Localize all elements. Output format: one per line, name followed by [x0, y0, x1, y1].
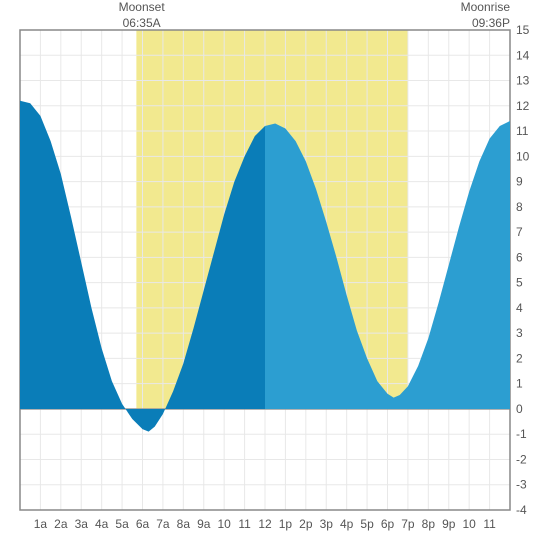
svg-text:6a: 6a — [136, 517, 150, 531]
svg-text:9a: 9a — [197, 517, 211, 531]
svg-text:11: 11 — [516, 124, 529, 138]
svg-text:13: 13 — [516, 74, 530, 88]
moonrise-title: Moonrise — [461, 0, 510, 16]
svg-text:8a: 8a — [177, 517, 191, 531]
svg-text:7a: 7a — [156, 517, 170, 531]
moonrise-time: 09:36P — [461, 16, 510, 32]
svg-text:8p: 8p — [422, 517, 436, 531]
svg-text:6p: 6p — [381, 517, 395, 531]
svg-text:-3: -3 — [516, 478, 527, 492]
svg-text:2: 2 — [516, 351, 523, 365]
svg-text:7: 7 — [516, 225, 523, 239]
svg-text:0: 0 — [516, 402, 523, 416]
svg-text:9p: 9p — [442, 517, 456, 531]
svg-text:5a: 5a — [115, 517, 129, 531]
svg-text:2a: 2a — [54, 517, 68, 531]
svg-text:9: 9 — [516, 175, 523, 189]
svg-text:1: 1 — [516, 377, 523, 391]
moonrise-label: Moonrise 09:36P — [461, 0, 510, 31]
svg-text:5p: 5p — [360, 517, 374, 531]
svg-text:4p: 4p — [340, 517, 354, 531]
svg-text:15: 15 — [516, 23, 530, 37]
svg-text:10: 10 — [462, 517, 476, 531]
moonset-label: Moonset 06:35A — [119, 0, 165, 31]
svg-text:6: 6 — [516, 250, 523, 264]
svg-text:2p: 2p — [299, 517, 313, 531]
svg-text:10: 10 — [516, 149, 530, 163]
svg-text:-4: -4 — [516, 503, 527, 517]
chart-svg: -4-3-2-101234567891011121314151a2a3a4a5a… — [0, 0, 550, 550]
svg-text:11: 11 — [483, 517, 496, 531]
svg-text:3p: 3p — [320, 517, 334, 531]
svg-text:7p: 7p — [401, 517, 415, 531]
svg-text:-1: -1 — [516, 427, 527, 441]
svg-text:-2: -2 — [516, 452, 527, 466]
tide-chart: -4-3-2-101234567891011121314151a2a3a4a5a… — [0, 0, 550, 550]
svg-text:1a: 1a — [34, 517, 48, 531]
moonset-title: Moonset — [119, 0, 165, 16]
svg-text:5: 5 — [516, 276, 523, 290]
svg-text:12: 12 — [516, 99, 530, 113]
svg-text:11: 11 — [238, 517, 251, 531]
svg-text:3: 3 — [516, 326, 523, 340]
svg-text:14: 14 — [516, 48, 530, 62]
svg-text:4a: 4a — [95, 517, 109, 531]
moonset-time: 06:35A — [119, 16, 165, 32]
svg-text:4: 4 — [516, 301, 523, 315]
svg-text:3a: 3a — [75, 517, 89, 531]
svg-text:12: 12 — [258, 517, 272, 531]
svg-text:8: 8 — [516, 200, 523, 214]
svg-text:10: 10 — [217, 517, 231, 531]
svg-text:1p: 1p — [279, 517, 293, 531]
